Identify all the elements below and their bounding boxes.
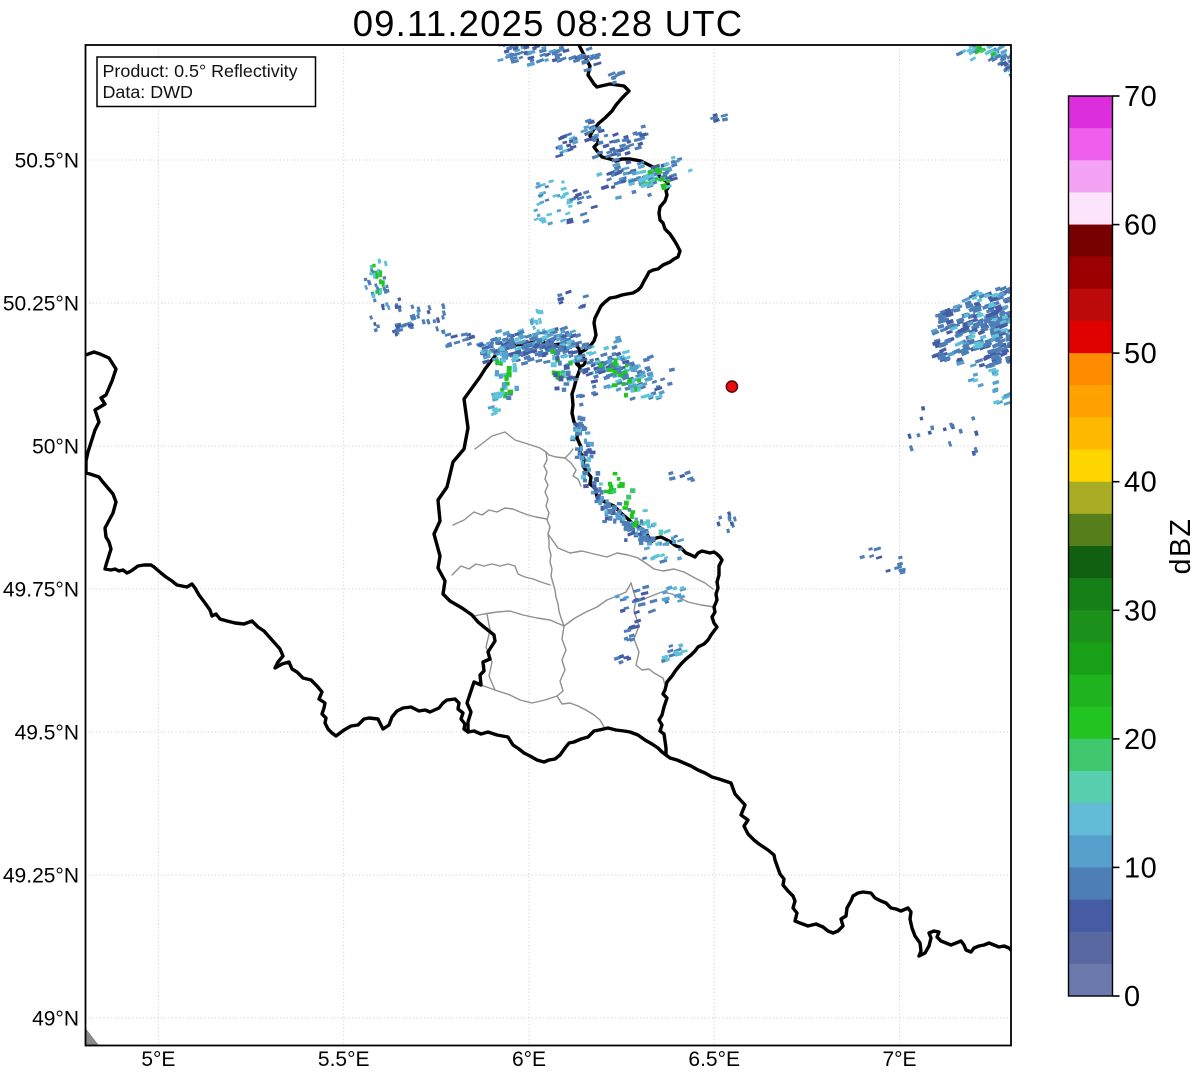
svg-text:5.5°E: 5.5°E xyxy=(318,1048,370,1071)
svg-text:7°E: 7°E xyxy=(882,1048,916,1071)
svg-text:50°N: 50°N xyxy=(32,436,79,459)
svg-text:20: 20 xyxy=(1124,724,1157,756)
svg-text:0: 0 xyxy=(1124,981,1141,1013)
svg-text:70: 70 xyxy=(1124,81,1157,113)
svg-text:10: 10 xyxy=(1124,852,1157,884)
svg-text:50.25°N: 50.25°N xyxy=(3,293,79,316)
svg-text:60: 60 xyxy=(1124,210,1157,242)
svg-text:30: 30 xyxy=(1124,595,1157,627)
svg-text:49°N: 49°N xyxy=(32,1008,79,1031)
svg-text:Product: 0.5° Reflectivity: Product: 0.5° Reflectivity xyxy=(103,61,298,81)
svg-text:6°E: 6°E xyxy=(512,1048,546,1071)
svg-text:50: 50 xyxy=(1124,338,1157,370)
svg-text:Data: DWD: Data: DWD xyxy=(103,82,194,102)
svg-text:49.25°N: 49.25°N xyxy=(3,865,79,888)
svg-text:50.5°N: 50.5°N xyxy=(15,150,79,173)
svg-text:49.5°N: 49.5°N xyxy=(15,722,79,745)
svg-text:49.75°N: 49.75°N xyxy=(3,579,79,602)
svg-text:40: 40 xyxy=(1124,467,1157,499)
svg-text:09.11.2025 08:28 UTC: 09.11.2025 08:28 UTC xyxy=(353,3,744,44)
svg-text:dBZ: dBZ xyxy=(1165,518,1197,575)
svg-text:5°E: 5°E xyxy=(141,1048,175,1071)
svg-text:6.5°E: 6.5°E xyxy=(688,1048,740,1071)
